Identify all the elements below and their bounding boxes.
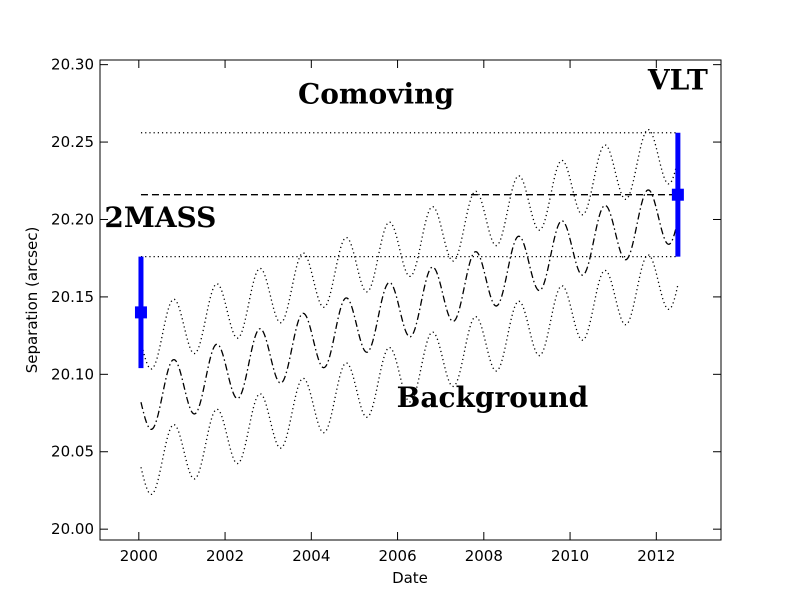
measurement-marker-1 bbox=[671, 188, 684, 201]
x-tick-label-3: 2006 bbox=[378, 547, 416, 565]
background-track-0 bbox=[140, 128, 679, 370]
background-track-1 bbox=[140, 189, 679, 430]
x-tick-label-4: 2008 bbox=[465, 547, 503, 565]
x-tick-label-1: 2002 bbox=[206, 547, 244, 565]
annotation-vlt: VLT bbox=[647, 63, 708, 96]
measurement-marker-0 bbox=[134, 306, 147, 319]
x-tick-label-0: 2000 bbox=[120, 547, 158, 565]
y-tick-label-6: 20.30 bbox=[51, 56, 94, 74]
background-track-2 bbox=[140, 254, 679, 496]
x-axis-title: Date bbox=[392, 569, 428, 587]
x-tick-label-2: 2004 bbox=[292, 547, 330, 565]
y-tick-label-0: 20.00 bbox=[51, 520, 94, 538]
y-tick-label-3: 20.15 bbox=[51, 288, 94, 306]
y-tick-label-5: 20.25 bbox=[51, 133, 94, 151]
plot-frame bbox=[99, 59, 722, 541]
y-tick-label-4: 20.20 bbox=[51, 210, 94, 228]
annotation-comoving: Comoving bbox=[298, 77, 454, 110]
y-tick-label-2: 20.10 bbox=[51, 365, 94, 383]
y-tick-label-1: 20.05 bbox=[51, 443, 94, 461]
x-tick-label-6: 2012 bbox=[637, 547, 675, 565]
annotation-2mass: 2MASS bbox=[104, 201, 216, 234]
annotation-background: Background bbox=[397, 381, 589, 414]
y-axis-title: Separation (arcsec) bbox=[23, 227, 41, 374]
x-tick-label-5: 2010 bbox=[551, 547, 589, 565]
